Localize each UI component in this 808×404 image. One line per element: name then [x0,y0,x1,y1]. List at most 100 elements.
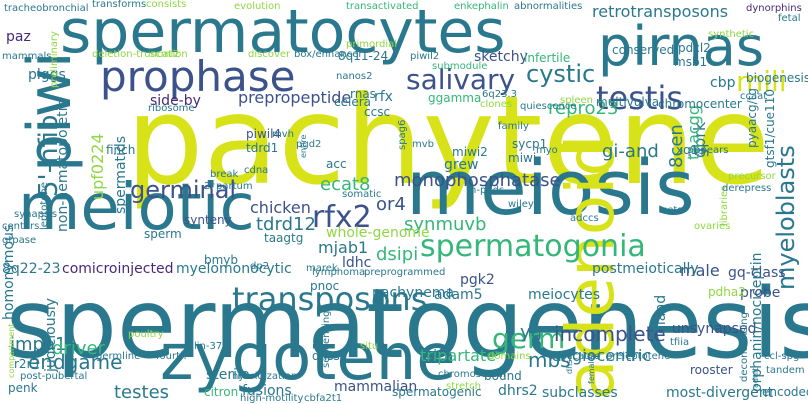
word-8q22-23: 8q22-23 [2,261,61,277]
word-decondensing: decondensing [739,312,750,382]
word-rooster: rooster [690,363,733,377]
word-yg: yg [520,322,543,343]
word-rnas: rnas [350,87,376,101]
word-meiosis: meiosis [406,143,695,232]
word-germ: germ [492,322,566,355]
word-box-enhancer: box/enhancer [294,49,363,60]
word-deletion-truncation: deletion-truncation [92,49,188,60]
word-comicroinjected: comicroinjected [62,261,174,277]
word-salivary: salivary [406,63,516,96]
word-pirnas: pirnas [598,15,764,78]
word-clones: clones [480,99,513,110]
word-ldhc: ldhc [342,255,372,271]
word-lymphoma: lymphoma [312,267,366,278]
word-dp2: dp2 [250,261,270,272]
word-tfiia: tfiia [670,337,690,348]
word-pdha2: pdha2 [708,285,746,299]
word-mammalian: mammalian [334,379,418,395]
word-piwil2: piwil2 [410,51,440,62]
word-sequencing: sequencing [321,310,332,369]
word-rfx: rfx [374,89,393,105]
word-synapsis: synapsis [14,209,58,220]
word-tandem: tandem [766,365,805,376]
word-prophase: prophase [100,52,296,101]
word-pachytene: pachytene [126,70,771,212]
word-fourth: fourth [156,351,187,362]
word-preliminary: preliminary [49,31,60,88]
word-mvh: mvh [272,129,294,140]
word-finch: finch [106,143,136,157]
word-cbfa2t1: cbfa2t1 [304,393,343,404]
word-spag6: spag6 [397,119,408,150]
word-pdcl2: pdcl2 [678,41,711,55]
word-transposons: transposons [232,280,428,318]
word-scml2: scml2 [150,49,180,60]
word-chromosomal: chromosomal [438,369,506,380]
word-gi-and: gi-and [602,141,659,162]
word-marek: marek [306,263,338,274]
word-sycp1: sycp1 [512,137,548,151]
word-discover: discover [248,49,291,60]
word-mvb: mvb [412,139,435,150]
word-abnormalities: abnormalities [514,1,583,12]
word-primordial: primordial [346,39,398,50]
word-quiescence: quiescence [520,101,577,112]
word-cdna: cdna [244,165,269,176]
word-ccaat: ccaat [740,91,768,102]
word-sterile: sterile [206,367,250,383]
word-biogenesis: biogenesis [746,71,808,85]
word-chicken: chicken [250,198,311,217]
word-acc: acc [326,157,347,171]
word-ribosome: ribosome [148,103,195,114]
word-evolution: evolution [234,1,281,12]
word-r2r3: r2r3 [14,357,40,371]
word-appears: appears [688,145,729,156]
word-endgame: endgame [28,350,123,374]
word-probe: probe [740,285,781,301]
word-ecat8: ecat8 [320,174,371,195]
word-postmeiotically: postmeiotically [592,261,699,277]
word-partum: partum [216,181,253,192]
word-zygotene: zygotene [160,321,456,395]
word-adam5: adam5 [434,287,483,303]
word-bmyb: bmyb [204,253,239,267]
word-sketchy: sketchy [474,49,528,65]
word-mammals: mammals [2,51,52,62]
word-spleen: spleen [560,95,593,106]
word-high-motility: high-motility [240,393,304,404]
word-ggamma: ggamma [428,91,482,105]
word-tracheobronchial: tracheobronchial [4,3,89,14]
word-transforms: transforms [92,0,147,10]
word-pgk2: pgk2 [460,272,495,288]
word-dhss: dhss [312,349,340,363]
word-taagtg: taagtg [264,231,304,245]
word-meiotic: meiotic [18,171,255,245]
word-encoded: encoded [762,385,808,399]
word-dhs: dhs [565,359,574,374]
word-hybridization: hybridization [232,371,298,382]
word-poultry: poultry [128,329,164,340]
word-wiley: wiley [508,199,534,210]
word-gtpase: gtpase [2,235,37,246]
word-nanos2: nanos2 [336,71,373,82]
word-pgd2: pgd2 [296,139,322,150]
word-piwil4: piwil4 [246,127,282,141]
word-miwi2: miwi2 [452,145,488,159]
word-subclasses: subclasses [542,385,618,401]
word-testes: testes [114,382,170,403]
word-tdrd12: tdrd12 [256,214,316,235]
word-conserved: conserved [612,43,675,57]
word-germline: germline [96,351,141,362]
word-8q11-24: 8q11-24 [338,49,389,63]
word-submodule: submodule [432,61,488,72]
word-msb1: msb1 [674,55,708,69]
word-precursor: precursor [728,171,776,182]
word-spermatocytes: spermatocytes [60,0,506,67]
word-rfx2: rfx2 [312,200,372,235]
word-centers: centers [2,221,40,232]
word-derepress: derepress [722,183,772,194]
word-multivulva: multivulva [596,95,660,109]
word-most-divergent: most-divergent [666,385,774,401]
word-chromocenter: chromocenter [658,97,742,111]
